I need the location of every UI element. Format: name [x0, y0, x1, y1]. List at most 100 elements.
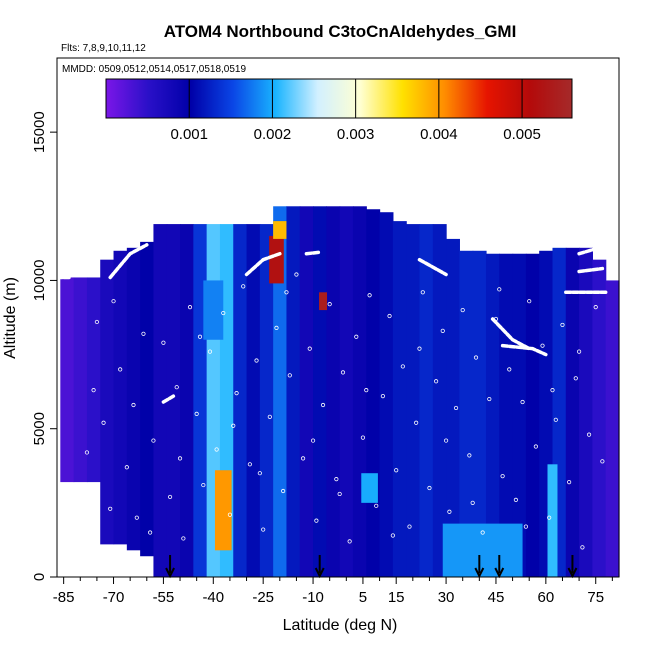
colorbar-ticks: 0.001 0.002 0.003 0.004 0.005	[170, 79, 541, 143]
sample-point	[167, 494, 173, 500]
sample-point	[390, 533, 395, 538]
sample-point	[284, 290, 289, 295]
sample-point	[407, 524, 412, 529]
heatmap-cell	[113, 250, 128, 545]
sample-point	[447, 509, 452, 514]
sample-point	[320, 402, 326, 408]
marker-arrow-head	[314, 567, 325, 579]
sample-point	[347, 539, 352, 544]
sample-point	[500, 474, 505, 479]
sample-point	[327, 302, 332, 307]
heatmap-feature	[361, 473, 378, 503]
sample-point	[460, 307, 465, 313]
heatmap-feature	[319, 292, 328, 311]
heatmap-cell	[140, 241, 155, 557]
x-tick-label: -25	[252, 589, 274, 606]
sample-point	[354, 334, 359, 339]
sample-point	[443, 438, 449, 443]
sample-point	[560, 322, 565, 328]
sample-point	[420, 290, 425, 295]
y-tick-label: 0	[31, 573, 48, 581]
heatmap-cell	[432, 224, 447, 577]
sample-point	[148, 530, 153, 535]
sample-point	[201, 482, 206, 488]
y-tick-label: 5000	[31, 412, 48, 445]
sample-point	[207, 349, 213, 354]
heatmap-feature	[269, 235, 284, 284]
x-tick-label: -10	[302, 589, 324, 606]
sample-point	[553, 417, 558, 422]
heatmap-cell	[233, 224, 248, 577]
heatmap-cell	[60, 277, 75, 483]
heatmap-cell	[259, 224, 274, 577]
flight-track	[577, 266, 605, 274]
heatmap-cell	[166, 224, 181, 577]
sample-point	[281, 488, 286, 494]
heatmap-cell	[286, 206, 301, 578]
sample-point	[287, 373, 292, 378]
heatmap-cell	[126, 247, 141, 551]
heatmap-cell	[366, 209, 381, 577]
heatmap-feature	[547, 464, 558, 577]
sample-point	[394, 468, 399, 473]
sample-point	[294, 272, 299, 277]
sample-point	[231, 423, 236, 428]
sample-point	[547, 515, 552, 520]
sample-point	[387, 313, 392, 319]
dates-label: MMDD: 0509,0512,0514,0517,0518,0519	[62, 64, 246, 75]
sample-point	[550, 388, 555, 393]
sample-point	[111, 299, 116, 304]
heatmap-cell	[299, 206, 314, 578]
sample-point	[367, 293, 372, 298]
heatmap-cell	[605, 280, 620, 577]
y-tick-label: 15000	[31, 111, 48, 153]
heatmap-feature	[214, 470, 232, 551]
sample-point	[414, 420, 419, 425]
sample-points	[84, 272, 605, 550]
sample-point	[134, 515, 139, 520]
sample-point	[417, 346, 422, 351]
flight-track	[490, 317, 531, 351]
sample-point	[254, 358, 259, 363]
heatmap-cell	[86, 277, 101, 483]
heatmap-cell	[339, 206, 354, 578]
sample-point	[400, 364, 405, 369]
colorbar-tick-label: 0.003	[337, 126, 375, 143]
sample-point	[94, 319, 100, 325]
sample-point	[507, 367, 512, 372]
x-tick-label: 5	[359, 589, 367, 606]
sample-point	[573, 376, 578, 381]
heatmap-cell	[193, 224, 208, 577]
sample-point	[141, 331, 146, 336]
sample-point	[227, 512, 233, 517]
sample-point	[274, 325, 279, 330]
heatmap-cell	[73, 277, 88, 483]
sample-point	[101, 420, 106, 425]
heatmap-cell	[472, 250, 487, 577]
heatmap-cells	[60, 206, 620, 578]
sample-point	[473, 355, 479, 360]
sample-point	[214, 447, 219, 452]
flight-track	[500, 343, 548, 357]
sample-point	[340, 370, 346, 375]
flight-track	[577, 246, 601, 256]
sample-point	[520, 399, 525, 405]
sample-point	[576, 349, 582, 354]
flight-track	[417, 257, 448, 277]
x-tick-label: -70	[103, 589, 125, 606]
x-axis: -85 -70 -55 -40 -25 -10 5 15 30 45 60 75	[53, 577, 613, 606]
heatmap-cell	[592, 259, 607, 577]
sample-point	[580, 545, 585, 550]
sample-point	[334, 477, 339, 482]
sample-point	[567, 479, 572, 485]
sample-point	[374, 503, 379, 508]
sample-point	[197, 334, 203, 339]
colorbar-tick-label: 0.002	[254, 126, 292, 143]
sample-point	[533, 444, 538, 449]
colorbar-tick-label: 0.001	[170, 126, 208, 143]
sample-point	[440, 328, 445, 333]
x-tick-label: 45	[488, 589, 505, 606]
chart-title: ATOM4 Northbound C3toCnAldehydes_GMI	[164, 22, 517, 41]
sample-point	[84, 450, 90, 455]
